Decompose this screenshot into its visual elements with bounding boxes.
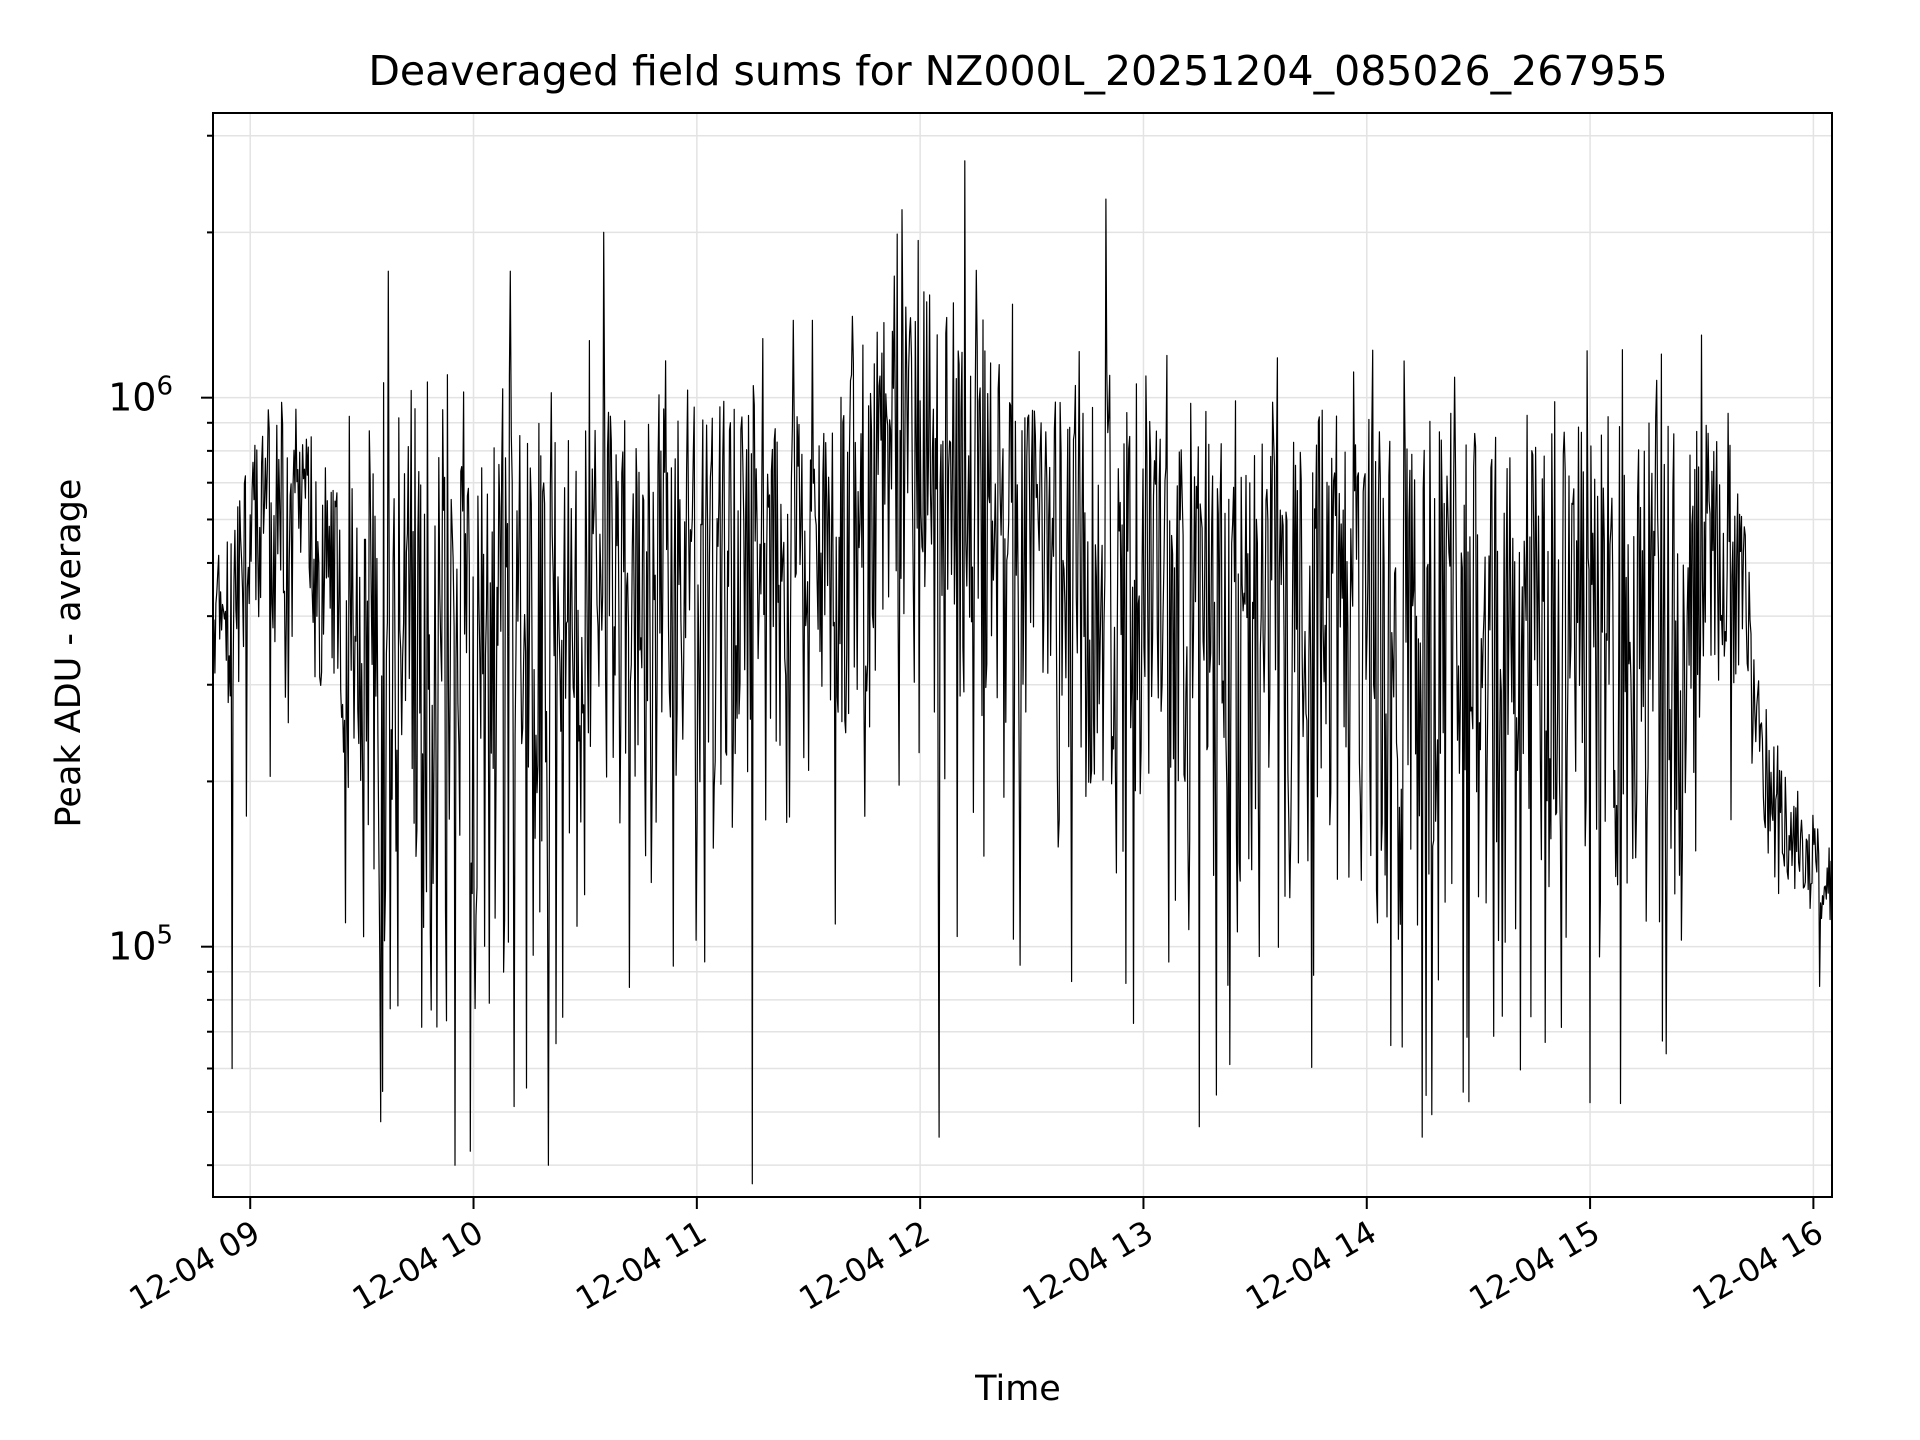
y-tick-base: 10: [108, 925, 156, 969]
series-path: [212, 160, 1833, 1185]
y-axis-label: Peak ADU - average: [49, 479, 89, 828]
plot-frame: [212, 112, 1833, 1198]
x-tick-label: 12-04 13: [1016, 1213, 1160, 1318]
y-tick-exponent: 5: [156, 921, 173, 951]
x-tick-label: 12-04 11: [569, 1213, 713, 1318]
x-tick-label: 12-04 14: [1239, 1213, 1383, 1318]
x-axis-label: Time: [974, 1369, 1061, 1409]
y-tick-label: 106: [108, 372, 173, 420]
x-tick-label: 12-04 15: [1462, 1213, 1606, 1318]
x-axis: 12-04 09 12-04 10 12-04 11 12-04 12 12-04 13…: [123, 1197, 1830, 1318]
y-tick-base: 10: [108, 376, 156, 420]
series-line: [212, 160, 1833, 1185]
x-tick-label: 12-04 12: [793, 1213, 937, 1318]
chart-title: Deaveraged field sums for NZ000L_2025120…: [368, 47, 1667, 95]
x-tick-label: 12-04 10: [346, 1213, 490, 1318]
y-tick-label: 105: [108, 921, 173, 969]
x-tick-label: 12-04 09: [123, 1213, 267, 1318]
y-tick-exponent: 6: [156, 372, 173, 402]
x-tick-label: 12-04 16: [1686, 1213, 1830, 1318]
